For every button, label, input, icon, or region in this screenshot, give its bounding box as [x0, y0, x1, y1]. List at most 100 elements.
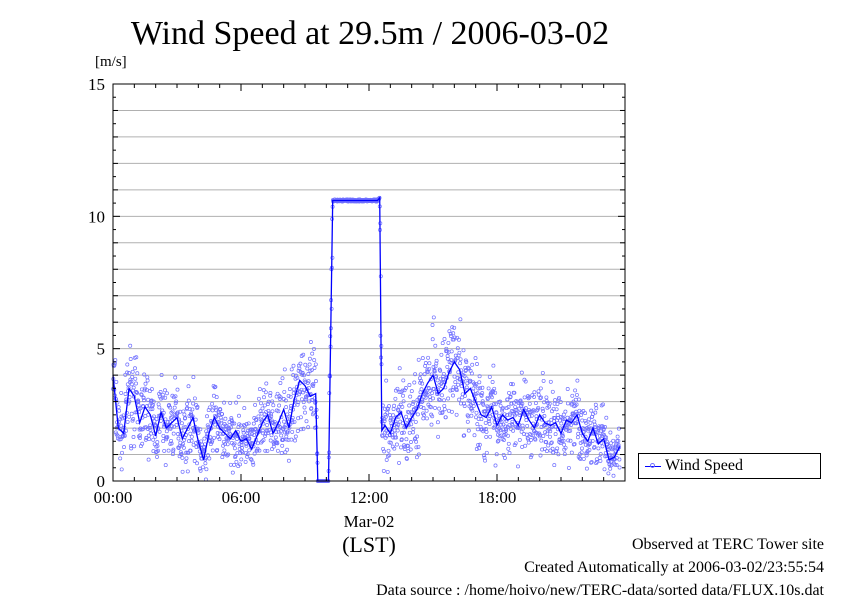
data-point — [219, 418, 224, 423]
data-point — [542, 414, 547, 418]
data-point — [529, 453, 534, 458]
data-point — [425, 369, 430, 374]
data-point — [456, 382, 461, 387]
data-point — [432, 369, 437, 374]
data-point — [221, 451, 226, 456]
data-point — [533, 430, 538, 435]
data-point — [522, 395, 527, 400]
data-point — [163, 395, 168, 400]
data-point — [548, 379, 553, 384]
data-point — [462, 374, 467, 378]
data-point — [411, 426, 416, 431]
data-point — [431, 396, 435, 401]
data-point — [462, 401, 466, 406]
data-point — [118, 456, 123, 461]
data-point — [540, 370, 545, 375]
data-point — [143, 381, 148, 386]
data-point — [407, 403, 412, 408]
data-point — [476, 401, 481, 406]
data-point — [158, 390, 163, 394]
data-point — [470, 408, 475, 413]
data-point — [306, 385, 311, 390]
data-point — [385, 469, 390, 474]
data-point — [550, 446, 555, 451]
data-point — [437, 406, 442, 411]
data-point — [614, 463, 619, 467]
data-point — [248, 428, 253, 433]
data-point — [464, 360, 469, 364]
data-point — [569, 423, 573, 428]
data-point — [212, 405, 217, 410]
data-point — [539, 438, 544, 443]
data-point — [137, 436, 142, 440]
data-point — [207, 405, 212, 410]
data-point — [257, 448, 262, 453]
data-point — [132, 444, 137, 449]
data-point — [425, 392, 430, 397]
data-point — [617, 457, 622, 462]
data-point — [210, 438, 215, 443]
data-point — [223, 441, 228, 446]
data-point — [181, 409, 186, 414]
data-point — [601, 425, 606, 430]
data-point — [517, 426, 522, 431]
data-point — [593, 402, 598, 407]
data-point — [129, 411, 134, 416]
data-point — [173, 394, 178, 399]
data-point — [398, 410, 403, 415]
data-point — [238, 462, 242, 467]
data-point — [303, 397, 308, 402]
data-point — [592, 422, 597, 427]
data-point — [452, 335, 457, 340]
data-point — [393, 396, 398, 401]
data-point — [287, 387, 292, 392]
data-point — [477, 380, 482, 385]
data-point — [573, 397, 578, 402]
data-point — [399, 437, 404, 442]
data-point — [174, 399, 179, 404]
data-point — [508, 411, 513, 416]
data-point — [395, 386, 400, 391]
data-point — [206, 453, 210, 458]
data-point — [577, 456, 582, 461]
data-point — [533, 437, 538, 442]
data-point — [155, 440, 160, 445]
data-point — [585, 428, 590, 433]
data-point — [397, 366, 402, 371]
data-point — [167, 403, 172, 408]
data-point — [312, 366, 317, 370]
data-point — [431, 315, 436, 320]
data-point — [506, 405, 511, 409]
data-point — [130, 369, 135, 374]
data-point — [409, 422, 414, 427]
data-point — [520, 401, 525, 406]
data-point — [295, 402, 300, 407]
data-point — [217, 437, 222, 442]
data-point — [477, 446, 482, 451]
data-point — [145, 375, 150, 380]
data-point — [474, 447, 479, 451]
data-point — [480, 385, 485, 390]
data-point — [175, 387, 180, 392]
data-point — [172, 405, 177, 410]
data-point — [541, 408, 546, 413]
data-point — [575, 435, 580, 440]
data-point — [433, 405, 437, 410]
data-point — [505, 397, 510, 402]
data-point — [573, 388, 578, 393]
data-point — [542, 446, 547, 451]
data-point — [608, 459, 613, 464]
data-point — [309, 406, 314, 411]
data-point — [481, 453, 486, 458]
data-point — [142, 398, 146, 403]
data-point — [565, 401, 570, 406]
data-point — [133, 366, 137, 371]
data-point — [133, 376, 138, 381]
data-point — [574, 392, 579, 397]
data-point — [434, 361, 439, 366]
data-point — [513, 424, 518, 429]
data-point — [311, 384, 316, 388]
data-point — [244, 443, 249, 448]
data-point — [312, 346, 316, 351]
data-point — [607, 443, 612, 448]
